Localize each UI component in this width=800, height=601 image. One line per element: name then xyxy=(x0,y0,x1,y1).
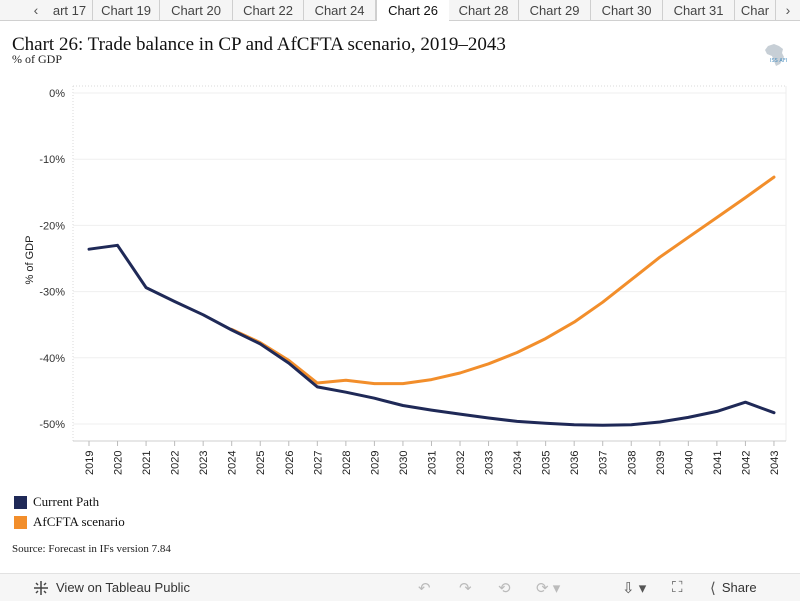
logo-text: ISS AFI xyxy=(770,58,787,64)
tab-chart-24[interactable]: Chart 24 xyxy=(304,0,376,20)
tableau-icon xyxy=(34,580,48,595)
tab-chart-28[interactable]: Chart 28 xyxy=(449,0,519,20)
x-tick-label: 2020 xyxy=(113,451,125,475)
chart-subtitle: % of GDP xyxy=(12,52,62,66)
series-line-afcfta-scenario[interactable] xyxy=(230,175,776,386)
tab-chart-29[interactable]: Chart 29 xyxy=(519,0,591,20)
x-tick-label: 2035 xyxy=(541,451,553,475)
x-tick-label: 2034 xyxy=(512,451,524,475)
iss-africa-logo: ISS AFI xyxy=(765,44,787,66)
tab-char[interactable]: Char xyxy=(735,0,776,20)
x-tick-label: 2022 xyxy=(170,451,182,475)
chevron-left-icon[interactable]: ‹ xyxy=(33,2,39,18)
share-icon: ⟨ xyxy=(710,579,716,597)
legend-swatch-afcfta xyxy=(14,515,27,529)
share-label: Share xyxy=(721,580,757,595)
chevron-right-icon[interactable]: › xyxy=(785,2,791,18)
x-tick-label: 2028 xyxy=(341,451,353,475)
x-tick-label: 2039 xyxy=(655,451,667,475)
y-tick-label: -10% xyxy=(39,154,65,166)
x-tick-label: 2019 xyxy=(84,451,96,475)
legend-label: Current Path xyxy=(33,494,100,509)
x-tick-label: 2021 xyxy=(141,451,153,475)
x-tick-label: 2024 xyxy=(227,451,239,475)
x-tick-label: 2026 xyxy=(284,451,296,475)
refresh-icon[interactable]: ⟳ ▾ xyxy=(536,579,561,597)
y-tick-label: -50% xyxy=(39,419,65,431)
share-button[interactable]: ⟨ Share xyxy=(710,574,757,601)
legend: Current Path AfCFTA scenario xyxy=(14,492,125,532)
legend-item-current-path[interactable]: Current Path xyxy=(14,492,125,512)
legend-swatch-current-path xyxy=(14,495,27,509)
x-tick-label: 2043 xyxy=(769,451,781,475)
x-tick-label: 2038 xyxy=(626,451,638,475)
x-tick-label: 2025 xyxy=(255,451,267,475)
y-tick-label: -30% xyxy=(39,287,65,299)
y-axis-label: % of GDP xyxy=(24,236,36,285)
y-tick-label: -40% xyxy=(39,353,65,365)
tab-chart-20[interactable]: Chart 20 xyxy=(160,0,233,20)
x-tick-label: 2030 xyxy=(398,451,410,475)
y-tick-label: -20% xyxy=(39,220,65,232)
undo-icon[interactable]: ↶ xyxy=(418,579,431,597)
view-on-tableau-label: View on Tableau Public xyxy=(56,580,190,595)
x-tick-label: 2032 xyxy=(455,451,467,475)
legend-label: AfCFTA scenario xyxy=(33,514,125,529)
line-chart: 0% -10% -20% -30% -40% -50% 2019 2020 2021 2022 20… xyxy=(24,85,787,475)
x-tick-label: 2027 xyxy=(312,451,324,475)
x-tick-label: 2031 xyxy=(426,451,438,475)
tab-chart-19[interactable]: Chart 19 xyxy=(93,0,160,20)
series-line-current-path[interactable] xyxy=(87,243,776,427)
x-tick-label: 2033 xyxy=(484,451,496,475)
x-tick-label: 2042 xyxy=(740,451,752,475)
revert-icon[interactable]: ⟲ xyxy=(498,579,511,597)
view-on-tableau-link[interactable]: View on Tableau Public xyxy=(32,574,190,601)
x-tick-label: 2023 xyxy=(198,451,210,475)
x-tick-label: 2036 xyxy=(569,451,581,475)
y-tick-label: 0% xyxy=(49,88,65,100)
x-tick-label: 2040 xyxy=(683,451,695,475)
sheet-tab-bar: ‹ art 17 Chart 19 Chart 20 Chart 22 Chart 24… xyxy=(0,0,800,21)
tab-chart-31[interactable]: Chart 31 xyxy=(663,0,735,20)
tab-chart-26[interactable]: Chart 26 xyxy=(376,0,450,21)
tableau-toolbar: View on Tableau Public ↶ ↷ ⟲ ⟳ ▾ ⇩ ▾ ⛶ ⟨… xyxy=(0,573,800,601)
tab-chart-30[interactable]: Chart 30 xyxy=(591,0,663,20)
download-icon[interactable]: ⇩ ▾ xyxy=(622,579,647,597)
x-tick-label: 2041 xyxy=(712,451,724,475)
x-tick-label: 2037 xyxy=(598,451,610,475)
fullscreen-icon[interactable]: ⛶ xyxy=(672,579,683,596)
x-tick-label: 2029 xyxy=(369,451,381,475)
redo-icon[interactable]: ↷ xyxy=(459,579,472,597)
tab-art-17[interactable]: art 17 xyxy=(47,0,93,20)
source-note: Source: Forecast in IFs version 7.84 xyxy=(12,543,171,555)
tab-chart-22[interactable]: Chart 22 xyxy=(233,0,304,20)
legend-item-afcfta[interactable]: AfCFTA scenario xyxy=(14,512,125,532)
chart-title: Chart 26: Trade balance in CP and AfCFTA… xyxy=(12,34,506,55)
